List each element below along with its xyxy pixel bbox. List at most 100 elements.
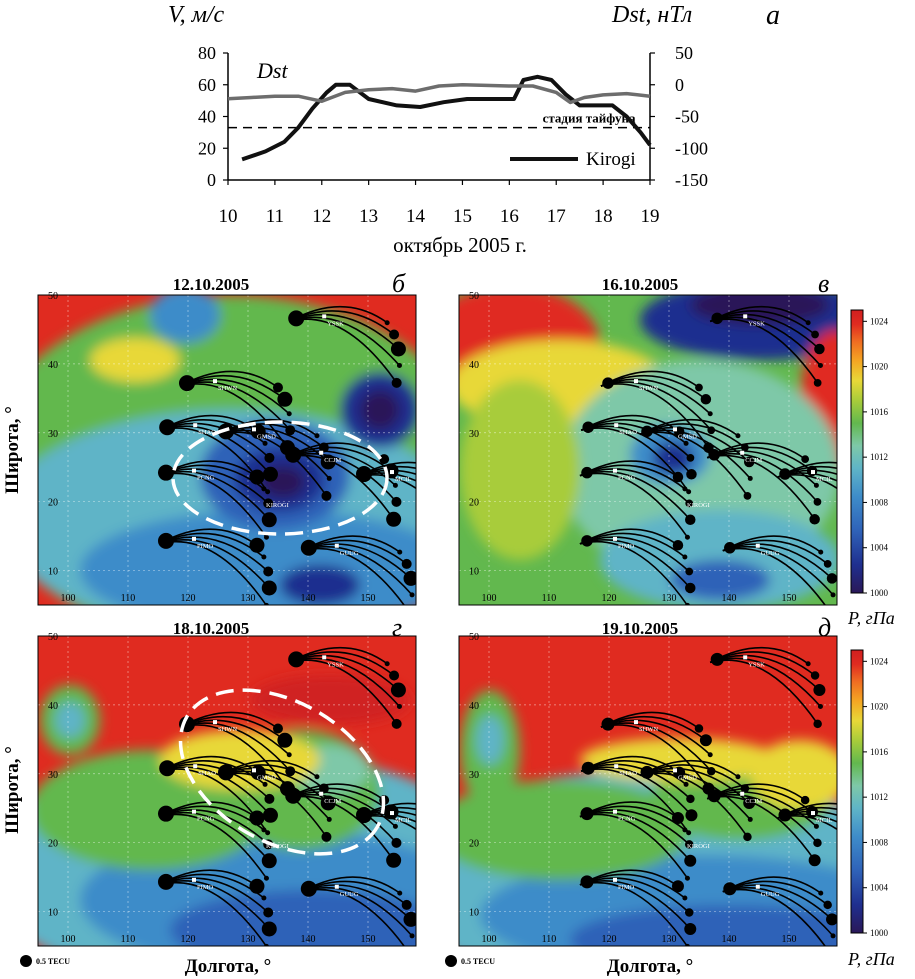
station-marker [390, 470, 394, 475]
tec-disturbance-dot [272, 723, 283, 734]
tec-disturbance-dot [700, 394, 712, 405]
station-label: KIROGI [687, 502, 710, 509]
station-marker [613, 877, 617, 882]
tec-disturbance-dot [159, 419, 176, 436]
station-marker [192, 809, 196, 814]
tec-disturbance-dot [404, 948, 414, 958]
tec-disturbance-dot [263, 943, 269, 946]
tec-disturbance-dot [158, 532, 174, 549]
station-marker [811, 470, 815, 475]
tec-disturbance-dot [672, 540, 684, 551]
tec-disturbance-dot [884, 517, 892, 525]
station-label: MCIL [816, 476, 832, 483]
tec-disturbance-dot [724, 542, 736, 554]
tec-disturbance-dot [686, 794, 695, 804]
lon-tick-label: 120 [181, 934, 196, 945]
x-axis-label-left: Долгота, ° [185, 956, 272, 977]
station-marker [755, 543, 760, 548]
tec-disturbance-dot [286, 411, 292, 417]
tec-disturbance-dot [580, 807, 594, 821]
tec-disturbance-dot [404, 607, 414, 617]
tec-disturbance-dot [826, 573, 837, 584]
lon-tick-label: 110 [121, 934, 136, 945]
colorbar-bottom: 1000 1004 1008 1012 1016 1020 1024 P, гПа [847, 649, 895, 969]
station-label: YSSK [327, 661, 344, 668]
station-label: PIMO [618, 543, 635, 550]
tec-disturbance-dot [672, 471, 684, 483]
colorbar-ticks: 1000 1004 1008 1012 1016 1020 1024 [863, 656, 889, 938]
colorbar-tick-label: 1012 [870, 792, 888, 802]
tec-disturbance-dot [682, 827, 688, 833]
tec-disturbance-dot [808, 854, 821, 867]
tec-disturbance-dot [285, 446, 302, 463]
left-tick-label: 0 [207, 170, 216, 190]
tec-disturbance-dot [872, 475, 880, 483]
lon-tick-label: 110 [542, 934, 557, 945]
tec-disturbance-dot [391, 377, 402, 388]
colorbar-tick-label: 1016 [870, 747, 889, 757]
tec-disturbance-dot [261, 580, 277, 596]
x-tick-label: 13 [359, 206, 378, 227]
colorbar-tick-label: 1004 [870, 543, 889, 553]
colorbar-top: 1000 1004 1008 1012 1016 1020 1024 P, гПа [847, 309, 895, 628]
tec-disturbance-dot [249, 878, 265, 894]
tec-disturbance-dot [686, 830, 692, 836]
tec-disturbance-dot [249, 469, 265, 485]
tec-disturbance-dot [685, 582, 696, 594]
tec-disturbance-dot [391, 718, 402, 729]
station-label: SHAO [619, 429, 637, 436]
map-title: 19.10.2005 [602, 619, 679, 638]
colorbar-label: P, гПа [847, 608, 895, 628]
tec-disturbance-dot [685, 567, 694, 576]
lat-tick-label: 50 [48, 632, 58, 643]
tec-disturbance-dot [813, 379, 822, 387]
tec-disturbance-dot [264, 452, 275, 463]
tec-disturbance-dot [263, 498, 274, 509]
lat-tick-label: 50 [469, 291, 479, 302]
lon-tick-label: 130 [241, 593, 256, 604]
tec-disturbance-dot [779, 468, 791, 480]
tec-disturbance-dot [682, 486, 688, 492]
station-marker [334, 884, 339, 889]
tec-disturbance-dot [684, 840, 694, 849]
series-line-kirogi [241, 74, 652, 162]
tec-disturbance-dot [735, 433, 741, 439]
lat-tick-label: 30 [48, 770, 58, 781]
lon-tick-label: 140 [301, 593, 316, 604]
legend-label-kirogi: Kirogi [586, 149, 636, 170]
x-axis-label-right: Долгота, ° [607, 956, 694, 977]
tec-disturbance-dot [640, 765, 654, 779]
pressure-field: YSSK SHWN SHAO GMSD CCJM PCNG KIROGI MCIL PIMO GU… [459, 295, 892, 605]
tec-disturbance-dot [581, 535, 593, 547]
tec-disturbance-dot [826, 949, 835, 958]
lon-tick-label: 110 [542, 593, 557, 604]
tec-disturbance-dot [384, 661, 390, 667]
lon-tick-labels: 100 110 120 130 140 150 [482, 934, 797, 945]
tec-disturbance-dot [683, 440, 689, 446]
colorbar-ticks: 1000 1004 1008 1012 1016 1020 1024 [863, 316, 889, 598]
tec-disturbance-dot [391, 837, 402, 848]
tec-disturbance-dot [285, 787, 302, 804]
lon-tick-label: 100 [61, 593, 76, 604]
tec-disturbance-dot [179, 375, 195, 392]
station-marker [614, 423, 619, 428]
station-marker [334, 543, 339, 548]
station-marker [192, 536, 196, 541]
tec-disturbance-dot [707, 752, 713, 758]
right-axis-title: Dst, нТл [611, 2, 692, 28]
tec-disturbance-dot [747, 816, 753, 822]
map-panel-d: 18.10.2005 г YSSKSHWNSHAOGMSDCCJMPCNGKIR… [37, 613, 417, 958]
tec-disturbance-dot [261, 486, 267, 492]
tec-disturbance-dot [810, 671, 820, 680]
map-frame [458, 294, 838, 606]
tec-disturbance-dot [684, 854, 697, 867]
lon-tick-label: 140 [301, 934, 316, 945]
lon-tick-label: 130 [662, 934, 677, 945]
tec-disturbance-dot [249, 537, 265, 553]
tec-disturbance-dot [818, 890, 824, 896]
colorbar-tick-label: 1012 [870, 452, 888, 462]
station-marker [613, 809, 617, 814]
station-marker [213, 379, 217, 384]
tec-disturbance-dot [286, 752, 292, 758]
map-frame [458, 635, 838, 947]
